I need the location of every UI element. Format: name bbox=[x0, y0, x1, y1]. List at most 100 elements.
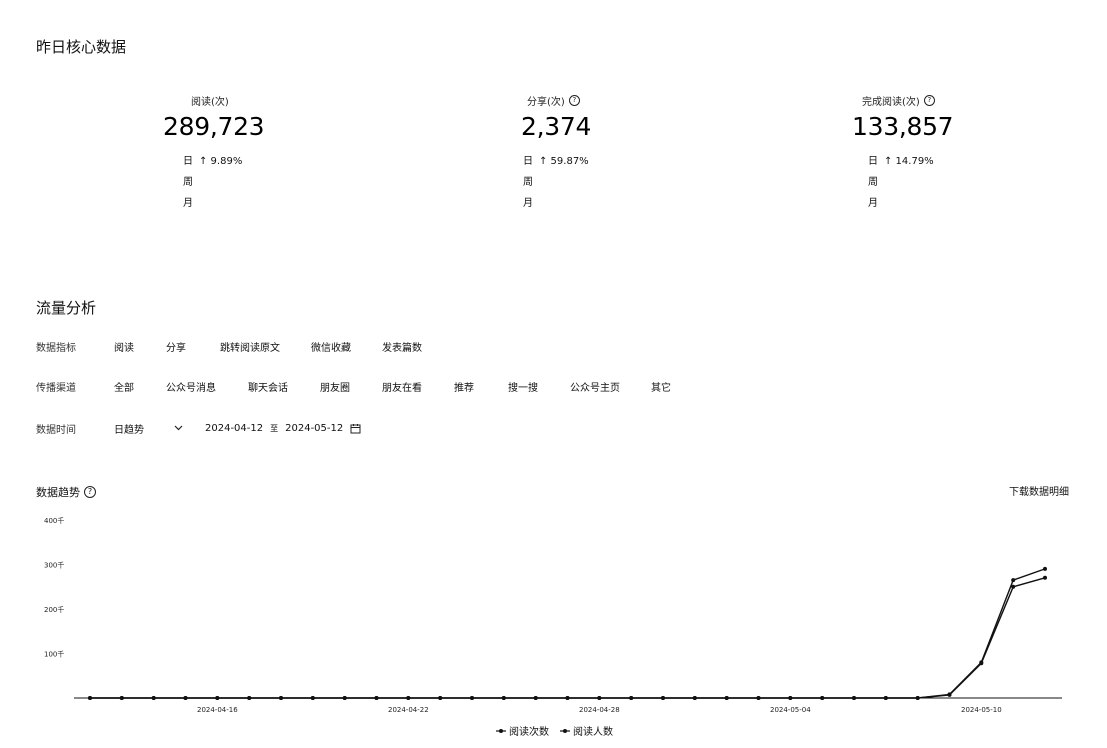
series-line-2 bbox=[90, 577, 1046, 699]
y-tick-label: 200千 bbox=[44, 605, 64, 614]
source-option-account-home[interactable]: 公众号主页 bbox=[570, 382, 620, 394]
data-point bbox=[533, 696, 538, 700]
help-icon[interactable]: ? bbox=[923, 94, 935, 106]
trend-title-text: 数据趋势 bbox=[36, 486, 80, 499]
legend-marker bbox=[499, 729, 503, 733]
indicator-option-reads[interactable]: 阅读 bbox=[114, 342, 134, 354]
data-point bbox=[565, 696, 570, 700]
data-point bbox=[470, 696, 474, 700]
data-point bbox=[342, 696, 347, 700]
indicator-option-post-count[interactable]: 发表篇数 bbox=[382, 342, 422, 354]
chart-legend[interactable]: 阅读次数 阅读人数 bbox=[496, 725, 613, 738]
day-label: 日 bbox=[523, 156, 533, 167]
data-point bbox=[915, 696, 920, 700]
download-details-button[interactable]: 下载数据明细 bbox=[1009, 487, 1069, 498]
data-point bbox=[183, 696, 188, 700]
metric-label: 分享(次) bbox=[527, 96, 565, 108]
series-lines bbox=[88, 566, 1047, 700]
data-point bbox=[788, 696, 793, 700]
x-axis-ticks: 2024-04-16 2024-04-22 2024-04-28 2024-05-04… bbox=[197, 706, 1002, 714]
metric-reads: 阅读(次) 289,723 日 ↑ 9.89% 周 月 bbox=[163, 92, 363, 214]
data-point bbox=[310, 696, 315, 700]
date-range-picker[interactable]: 2024-04-12 至 2024-05-12 bbox=[205, 423, 361, 434]
indicator-option-read-original[interactable]: 跳转阅读原文 bbox=[220, 342, 280, 354]
day-label: 日 bbox=[183, 156, 193, 167]
source-option-friends-watching[interactable]: 朋友在看 bbox=[382, 382, 422, 394]
source-option-account-message[interactable]: 公众号消息 bbox=[166, 382, 216, 394]
x-tick-label: 2024-04-16 bbox=[197, 706, 238, 714]
indicator-filter: 数据指标 阅读 分享 跳转阅读原文 微信收藏 发表篇数 bbox=[36, 338, 422, 354]
time-label: 数据时间 bbox=[36, 424, 76, 436]
data-point bbox=[438, 696, 443, 700]
day-change: ↑ 14.79% bbox=[884, 156, 934, 167]
data-point bbox=[1043, 566, 1047, 571]
month-label: 月 bbox=[183, 198, 193, 209]
data-point bbox=[947, 692, 952, 697]
data-point bbox=[756, 696, 761, 700]
help-icon[interactable]: ? bbox=[568, 94, 580, 106]
source-option-all[interactable]: 全部 bbox=[114, 382, 134, 394]
source-filter: 传播渠道 全部 公众号消息 聊天会话 朋友圈 朋友在看 推荐 搜一搜 公众号主页… bbox=[36, 378, 671, 394]
data-point bbox=[406, 696, 411, 700]
source-option-search[interactable]: 搜一搜 bbox=[508, 382, 538, 394]
x-tick-label: 2024-04-28 bbox=[579, 706, 620, 714]
data-point bbox=[501, 696, 506, 700]
help-icon[interactable]: ? bbox=[84, 486, 96, 498]
data-point bbox=[215, 696, 220, 700]
data-point bbox=[279, 696, 283, 700]
data-point bbox=[1043, 575, 1047, 580]
x-tick-label: 2024-05-04 bbox=[770, 706, 811, 714]
chevron-down-icon bbox=[174, 425, 183, 431]
metric-value: 133,857 bbox=[852, 112, 954, 141]
metric-value: 2,374 bbox=[521, 112, 592, 141]
y-tick-label: 400千 bbox=[44, 516, 64, 525]
data-point bbox=[724, 696, 729, 700]
week-label: 周 bbox=[183, 177, 193, 188]
legend-label[interactable]: 阅读人数 bbox=[573, 725, 613, 738]
day-change: ↑ 59.87% bbox=[539, 156, 589, 167]
source-label: 传播渠道 bbox=[36, 382, 76, 394]
source-option-chat[interactable]: 聊天会话 bbox=[248, 382, 288, 394]
calendar-icon bbox=[350, 423, 361, 433]
trend-mode-value: 日趋势 bbox=[114, 424, 144, 436]
source-option-other[interactable]: 其它 bbox=[651, 382, 671, 394]
core-data-title: 昨日核心数据 bbox=[36, 38, 127, 56]
source-option-recommended[interactable]: 推荐 bbox=[454, 382, 474, 394]
day-change: ↑ 9.89% bbox=[199, 156, 243, 167]
date-end: 2024-05-12 bbox=[285, 422, 344, 434]
data-point bbox=[1011, 584, 1016, 589]
data-point bbox=[820, 696, 825, 700]
data-point bbox=[119, 696, 124, 700]
data-point bbox=[151, 696, 156, 700]
week-label: 周 bbox=[523, 177, 533, 188]
day-label: 日 bbox=[868, 156, 878, 167]
indicator-option-shares[interactable]: 分享 bbox=[166, 342, 186, 354]
data-point bbox=[88, 696, 92, 700]
week-label: 周 bbox=[868, 177, 878, 188]
x-tick-label: 2024-04-22 bbox=[388, 706, 429, 714]
x-tick-label: 2024-05-10 bbox=[961, 706, 1002, 714]
data-point bbox=[247, 696, 252, 700]
data-point bbox=[979, 661, 984, 666]
data-point bbox=[1011, 578, 1016, 583]
legend-marker bbox=[563, 729, 567, 733]
month-label: 月 bbox=[868, 198, 878, 209]
y-tick-label: 100千 bbox=[44, 650, 64, 659]
data-point bbox=[852, 696, 856, 700]
y-tick-label: 300千 bbox=[44, 561, 64, 570]
metric-value: 289,723 bbox=[163, 112, 265, 141]
trend-mode-select[interactable]: 日趋势 bbox=[114, 421, 184, 436]
metric-completed-reads: 完成阅读(次) ? 133,857 日 ↑ 14.79% 周 月 bbox=[848, 92, 1048, 214]
source-option-moments[interactable]: 朋友圈 bbox=[320, 382, 350, 394]
time-filter: 数据时间 日趋势 2024-04-12 至 2024-05-12 bbox=[36, 420, 361, 436]
data-point bbox=[692, 696, 697, 700]
legend-label[interactable]: 阅读次数 bbox=[509, 725, 549, 738]
data-point bbox=[597, 696, 602, 700]
indicator-option-favorites[interactable]: 微信收藏 bbox=[311, 342, 351, 354]
month-label: 月 bbox=[523, 198, 533, 209]
metric-shares: 分享(次) ? 2,374 日 ↑ 59.87% 周 月 bbox=[503, 92, 703, 214]
y-axis-ticks: 100千 200千 300千 400千 bbox=[44, 516, 64, 659]
traffic-analysis-title: 流量分析 bbox=[36, 299, 97, 317]
metric-label: 完成阅读(次) bbox=[862, 96, 920, 108]
